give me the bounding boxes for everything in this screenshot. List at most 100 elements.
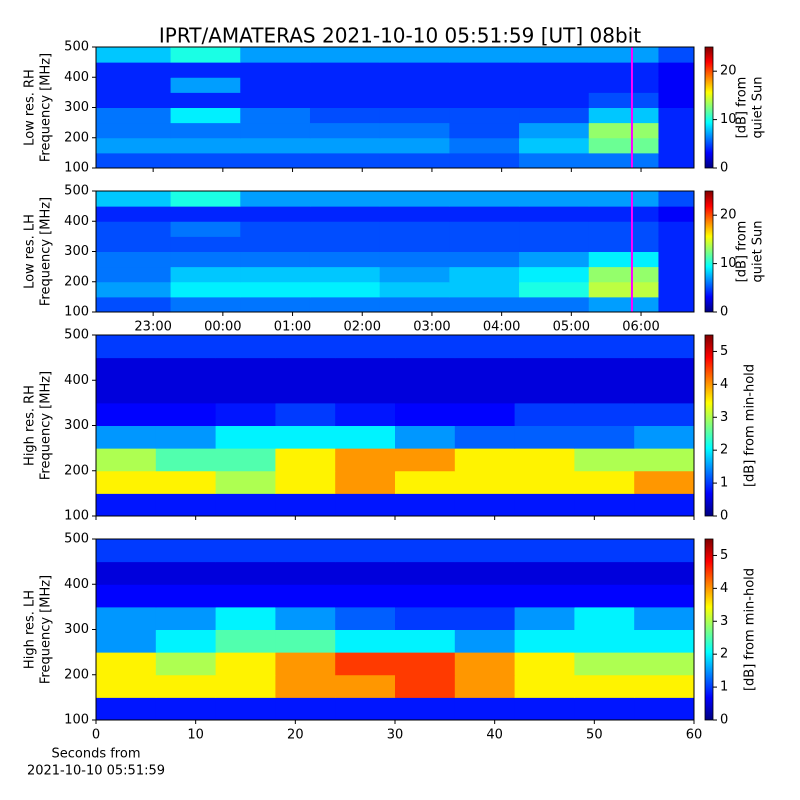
heat-cell xyxy=(96,62,172,78)
heat-cell xyxy=(454,674,516,698)
heat-cell xyxy=(519,152,590,169)
heat-cell xyxy=(215,584,276,608)
heat-cell xyxy=(170,107,241,124)
heat-cell xyxy=(395,561,456,585)
heat-cell xyxy=(574,402,635,426)
heat-cell xyxy=(454,606,516,630)
heat-cell xyxy=(275,606,336,630)
heat-cell xyxy=(449,191,520,207)
heat-cell xyxy=(335,652,396,676)
heat-cell xyxy=(155,335,217,359)
heat-cell xyxy=(588,296,659,313)
heat-cell xyxy=(454,652,516,676)
x-tick-label: 06:00 xyxy=(622,320,659,335)
heat-cell xyxy=(275,470,336,494)
heat-cell xyxy=(454,380,516,404)
heat-cell xyxy=(658,236,695,252)
heat-cell xyxy=(155,697,217,721)
heat-cell xyxy=(574,357,635,381)
y-tick-label: 400 xyxy=(64,577,89,592)
heat-cell xyxy=(155,584,217,608)
y-tick-label: 500 xyxy=(64,532,89,547)
heat-cell xyxy=(240,221,311,237)
heat-cell xyxy=(514,335,575,359)
heat-cell xyxy=(379,62,450,78)
heat-cell xyxy=(634,425,695,449)
heat-cell xyxy=(395,606,456,630)
colorbar-label: quiet Sun xyxy=(751,76,766,138)
heat-cell xyxy=(275,357,336,381)
heat-cell xyxy=(335,629,396,653)
heat-cell xyxy=(379,236,450,252)
heat-cell xyxy=(379,107,450,124)
heat-cell xyxy=(379,152,450,169)
heat-cell xyxy=(215,357,276,381)
heat-cell xyxy=(519,266,590,283)
heat-cell xyxy=(309,236,381,252)
heat-cell xyxy=(155,652,217,676)
heat-cell xyxy=(96,296,172,313)
heat-cell xyxy=(514,697,575,721)
y-tick-label: 400 xyxy=(64,70,89,85)
colorbar xyxy=(704,334,714,517)
heat-cell xyxy=(514,584,575,608)
heat-cell xyxy=(170,206,241,222)
heat-cell xyxy=(275,425,336,449)
heat-cell xyxy=(96,425,157,449)
heat-cell xyxy=(96,539,157,563)
heat-cell xyxy=(309,77,381,93)
heat-cell xyxy=(275,697,336,721)
colorbar-tick-label: 1 xyxy=(720,680,728,695)
y-tick-label: 300 xyxy=(64,418,89,433)
heat-cell xyxy=(275,652,336,676)
heat-cell xyxy=(379,296,450,313)
x-tick-label: 23:00 xyxy=(134,320,171,335)
heat-cell xyxy=(519,281,590,298)
heat-cell xyxy=(170,152,241,169)
heat-cell xyxy=(170,281,241,298)
heat-cell xyxy=(514,402,575,426)
heat-cell xyxy=(454,402,516,426)
heat-cell xyxy=(335,584,396,608)
x-tick-label: 05:00 xyxy=(553,320,590,335)
colorbar-tick-label: 20 xyxy=(720,208,737,223)
heat-cell xyxy=(395,470,456,494)
heat-cell xyxy=(96,251,172,268)
heat-cell xyxy=(634,335,695,359)
heat-cell xyxy=(588,191,659,207)
heat-cell xyxy=(215,493,276,517)
heat-cell xyxy=(335,606,396,630)
heat-cell xyxy=(379,191,450,207)
heat-cell xyxy=(658,266,695,283)
colorbar-tick-label: 10 xyxy=(720,256,737,271)
heat-cell xyxy=(96,77,172,93)
colorbar-label: [dB] from min-hold xyxy=(743,568,758,691)
y-tick-label: 200 xyxy=(64,463,89,478)
x-tick-label: 40 xyxy=(486,728,503,743)
heat-cell xyxy=(309,122,381,139)
y-tick-label: 100 xyxy=(64,305,89,320)
x-tick-label: 20 xyxy=(287,728,304,743)
heat-cell xyxy=(658,152,695,169)
heat-cell xyxy=(395,539,456,563)
heat-cell xyxy=(519,251,590,268)
y-tick-label: 100 xyxy=(64,713,89,728)
heat-cell xyxy=(155,402,217,426)
heat-cell xyxy=(454,357,516,381)
y-axis-label: Frequency [MHz] xyxy=(39,575,54,684)
heat-cell xyxy=(96,122,172,139)
heat-cell xyxy=(170,266,241,283)
heat-cell xyxy=(519,77,590,93)
heat-cell xyxy=(519,236,590,252)
heat-cell xyxy=(309,191,381,207)
y-axis-label: Low res. RH xyxy=(23,69,38,146)
heat-cell xyxy=(514,470,575,494)
heat-cell xyxy=(658,296,695,313)
colorbar-tick-label: 1 xyxy=(720,476,728,491)
colorbar-tick-label: 20 xyxy=(720,64,737,79)
heat-cell xyxy=(449,47,520,63)
colorbar-tick-label: 5 xyxy=(720,548,728,563)
heat-cell xyxy=(240,122,311,139)
heat-cell xyxy=(574,674,635,698)
heat-cell xyxy=(155,539,217,563)
